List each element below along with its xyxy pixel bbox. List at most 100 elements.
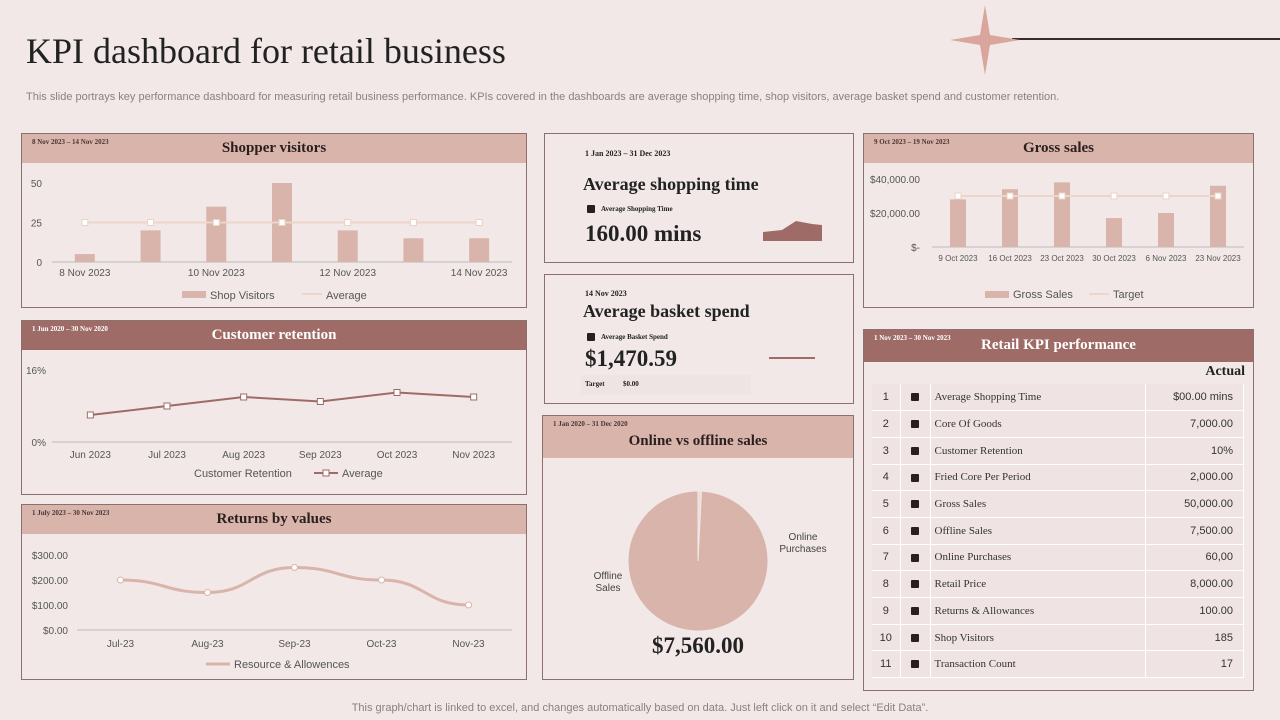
pie-slice [627, 490, 769, 632]
table-row: 2 Core Of Goods 7,000.00 [872, 410, 1244, 438]
row-icon [900, 570, 931, 598]
average-marker [316, 398, 324, 405]
point-marker [117, 576, 124, 584]
card-sub: Average Basket Spend [587, 333, 668, 342]
returns-panel: 1 July 2023 – 30 Nov 2023 Returns by val… [21, 504, 527, 680]
panel-date: 1 July 2023 – 30 Nov 2023 [32, 509, 110, 517]
y-tick-label: $200.00 [32, 576, 69, 587]
x-tick-label: Oct-23 [366, 639, 396, 650]
row-icon [900, 650, 931, 679]
card-value: $1,470.59 [585, 346, 677, 371]
x-tick-label: 23 Nov 2023 [1195, 254, 1241, 263]
bar [337, 230, 358, 262]
row-label: Core Of Goods [930, 410, 1146, 438]
average-marker [240, 393, 248, 401]
online-offline-panel: 1 Jan 2020 – 31 Dec 2020 Online vs offli… [542, 415, 854, 680]
legend-label: Average [326, 290, 367, 302]
bar [950, 199, 966, 247]
row-label: Gross Sales [930, 490, 1146, 518]
x-tick-label: 6 Nov 2023 [1146, 254, 1187, 263]
row-label: Transaction Count [930, 650, 1146, 679]
calendar-icon [911, 420, 919, 429]
y-tick-label: 16% [26, 366, 46, 377]
legend-label: Average [342, 468, 383, 480]
panel-title: Online vs offline sales [628, 433, 768, 449]
row-number: 11 [872, 650, 901, 679]
card-title: Average shopping time [583, 174, 759, 194]
target-row: Target $0.00 [581, 375, 751, 395]
shopping-time-card: 1 Jan 2023 – 31 Dec 2023 Average shoppin… [544, 133, 854, 263]
x-tick-label: 23 Oct 2023 [1040, 254, 1084, 263]
x-tick-label: 10 Nov 2023 [188, 268, 245, 279]
target-marker [1110, 192, 1118, 200]
x-tick-label: Jun 2023 [70, 450, 112, 461]
x-tick-label: Aug-23 [191, 639, 224, 650]
x-tick-label: 30 Oct 2023 [1092, 254, 1136, 263]
legend-swatch [985, 291, 1009, 298]
average-line [90, 391, 474, 416]
average-marker [147, 219, 155, 226]
row-label: Returns & Allowances [930, 597, 1146, 625]
row-value: 60,00 [1145, 544, 1244, 572]
row-icon [900, 597, 931, 625]
row-value: 2,000.00 [1145, 464, 1244, 492]
x-tick-label: Nov-23 [452, 639, 485, 650]
row-value: 100.00 [1145, 597, 1244, 625]
table-row: 10 Shop Visitors 185 [872, 624, 1244, 652]
target-line [769, 357, 815, 359]
x-tick-label: 12 Nov 2023 [319, 268, 376, 279]
bar [403, 238, 424, 262]
row-value: 185 [1145, 624, 1244, 652]
calendar-icon [911, 553, 919, 562]
panel-title: Shopper visitors [221, 140, 327, 156]
card-sub: Average Shopping Time [587, 205, 673, 214]
bar [1106, 218, 1122, 247]
bar [1210, 185, 1226, 247]
row-number: 1 [872, 384, 901, 412]
x-tick-label: 14 Nov 2023 [451, 268, 508, 279]
target-marker [1058, 192, 1066, 200]
average-marker [163, 402, 171, 410]
y-tick-label: $- [911, 243, 920, 254]
calendar-icon [587, 333, 595, 342]
y-tick-label: $100.00 [32, 601, 69, 612]
customer-retention-chart: 16% 0% Jun 2023 Jul 2023 Aug 2023 Sep 2023 Oct… [26, 366, 512, 480]
panel-date: 1 Nov 2023 – 30 Nov 2023 [874, 334, 951, 342]
bar [1158, 213, 1174, 247]
legend-label: Gross Sales [1013, 289, 1073, 301]
target-label: Target [585, 380, 605, 388]
point-marker [465, 601, 472, 609]
row-number: 2 [872, 410, 901, 438]
panel-date: 1 Jun 2020 – 30 Nov 2020 [32, 325, 108, 333]
bar [1002, 189, 1018, 247]
row-label: Offline Sales [930, 517, 1146, 545]
shopper-visitors-panel: 8 Nov 2023 – 14 Nov 2023 Shopper visitor… [21, 133, 527, 308]
series-line [120, 565, 469, 607]
panel-title: Gross sales [1023, 140, 1094, 156]
row-value: 7,500.00 [1145, 517, 1244, 545]
table-row: 8 Retail Price 8,000.00 [872, 570, 1244, 598]
table-row: 1 Average Shopping Time $00.00 mins [872, 384, 1244, 412]
y-tick-label: 50 [31, 179, 43, 190]
row-icon [900, 544, 931, 572]
decorative-line [1012, 38, 1280, 40]
calendar-icon [911, 633, 919, 642]
target-marker [1214, 192, 1222, 200]
row-number: 7 [872, 544, 901, 572]
row-number: 4 [872, 464, 901, 492]
average-marker [81, 219, 89, 226]
pie-total-label: $7,560.00 [652, 633, 744, 658]
y-tick-label: $0.00 [43, 626, 68, 637]
row-number: 3 [872, 437, 901, 465]
legend-label: Shop Visitors [210, 290, 275, 302]
x-tick-label: Jul-23 [107, 639, 135, 650]
calendar-icon [911, 606, 919, 615]
y-tick-label: 0 [36, 258, 42, 269]
retail-kpi-panel: 1 Nov 2023 – 30 Nov 2023 Retail KPI perf… [863, 329, 1254, 691]
calendar-icon [911, 580, 919, 589]
card-date: 1 Jan 2023 – 31 Dec 2023 [585, 149, 671, 158]
target-marker [1006, 192, 1014, 200]
x-tick-label: Jul 2023 [148, 450, 186, 461]
panel-header: 1 Jun 2020 – 30 Nov 2020 Customer retent… [22, 321, 526, 350]
